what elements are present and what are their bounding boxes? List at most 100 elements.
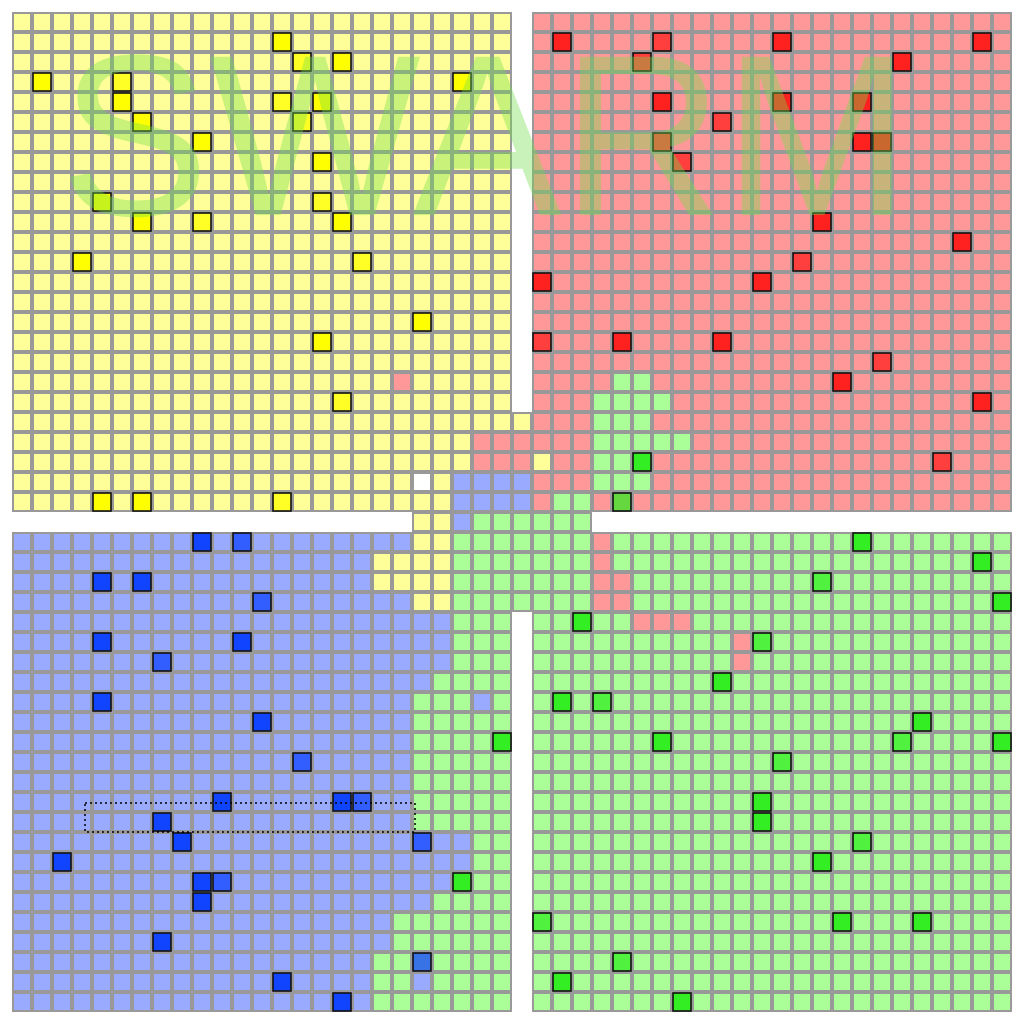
territory-cell[interactable] [492,512,512,532]
territory-cell[interactable] [12,872,32,892]
unit[interactable] [852,132,872,152]
territory-cell[interactable] [412,352,432,372]
territory-cell[interactable] [532,712,552,732]
territory-cell[interactable] [992,792,1012,812]
territory-cell[interactable] [192,72,212,92]
territory-cell[interactable] [392,372,412,392]
territory-cell[interactable] [912,432,932,452]
territory-cell[interactable] [252,252,272,272]
territory-cell[interactable] [472,192,492,212]
territory-cell[interactable] [112,252,132,272]
territory-cell[interactable] [212,32,232,52]
territory-cell[interactable] [192,852,212,872]
territory-cell[interactable] [972,372,992,392]
territory-cell[interactable] [932,492,952,512]
territory-cell[interactable] [92,232,112,252]
territory-cell[interactable] [432,692,452,712]
territory-cell[interactable] [372,332,392,352]
territory-cell[interactable] [712,912,732,932]
territory-cell[interactable] [992,172,1012,192]
territory-cell[interactable] [732,612,752,632]
territory-cell[interactable] [112,532,132,552]
territory-cell[interactable] [892,752,912,772]
territory-cell[interactable] [752,672,772,692]
territory-cell[interactable] [232,912,252,932]
territory-cell[interactable] [172,312,192,332]
territory-cell[interactable] [612,852,632,872]
territory-cell[interactable] [312,412,332,432]
territory-cell[interactable] [12,572,32,592]
territory-cell[interactable] [952,112,972,132]
territory-cell[interactable] [832,632,852,652]
territory-cell[interactable] [512,452,532,472]
territory-cell[interactable] [472,512,492,532]
territory-cell[interactable] [992,392,1012,412]
territory-cell[interactable] [652,852,672,872]
territory-cell[interactable] [672,432,692,452]
territory-cell[interactable] [192,32,212,52]
territory-cell[interactable] [912,892,932,912]
territory-cell[interactable] [472,472,492,492]
territory-cell[interactable] [72,212,92,232]
territory-cell[interactable] [832,232,852,252]
territory-cell[interactable] [152,712,172,732]
unit[interactable] [92,692,112,712]
territory-cell[interactable] [392,672,412,692]
territory-cell[interactable] [552,432,572,452]
territory-cell[interactable] [72,752,92,772]
territory-cell[interactable] [952,752,972,772]
unit[interactable] [272,32,292,52]
territory-cell[interactable] [872,912,892,932]
territory-cell[interactable] [732,192,752,212]
territory-cell[interactable] [992,192,1012,212]
territory-cell[interactable] [552,672,572,692]
territory-cell[interactable] [92,132,112,152]
territory-cell[interactable] [712,192,732,212]
territory-cell[interactable] [852,292,872,312]
territory-cell[interactable] [832,852,852,872]
territory-cell[interactable] [432,492,452,512]
territory-cell[interactable] [272,612,292,632]
territory-cell[interactable] [272,592,292,612]
unit[interactable] [252,592,272,612]
territory-cell[interactable] [452,352,472,372]
territory-cell[interactable] [472,672,492,692]
territory-cell[interactable] [672,452,692,472]
territory-cell[interactable] [892,92,912,112]
territory-cell[interactable] [712,732,732,752]
territory-cell[interactable] [912,872,932,892]
territory-cell[interactable] [312,612,332,632]
territory-cell[interactable] [412,192,432,212]
territory-cell[interactable] [72,32,92,52]
territory-cell[interactable] [332,432,352,452]
unit[interactable] [72,252,92,272]
territory-cell[interactable] [392,552,412,572]
territory-cell[interactable] [432,112,452,132]
territory-cell[interactable] [892,812,912,832]
territory-cell[interactable] [712,12,732,32]
territory-cell[interactable] [232,452,252,472]
territory-cell[interactable] [792,432,812,452]
territory-cell[interactable] [572,892,592,912]
territory-cell[interactable] [552,592,572,612]
territory-cell[interactable] [792,692,812,712]
territory-cell[interactable] [12,852,32,872]
unit[interactable] [32,72,52,92]
territory-cell[interactable] [792,832,812,852]
unit[interactable] [532,272,552,292]
territory-cell[interactable] [892,292,912,312]
territory-cell[interactable] [892,612,912,632]
territory-cell[interactable] [892,492,912,512]
territory-cell[interactable] [172,492,192,512]
territory-cell[interactable] [892,72,912,92]
territory-cell[interactable] [472,532,492,552]
territory-cell[interactable] [832,132,852,152]
territory-cell[interactable] [432,552,452,572]
territory-cell[interactable] [872,472,892,492]
territory-cell[interactable] [692,312,712,332]
territory-cell[interactable] [632,492,652,512]
territory-cell[interactable] [12,112,32,132]
territory-cell[interactable] [672,772,692,792]
territory-cell[interactable] [732,632,752,652]
territory-cell[interactable] [52,392,72,412]
